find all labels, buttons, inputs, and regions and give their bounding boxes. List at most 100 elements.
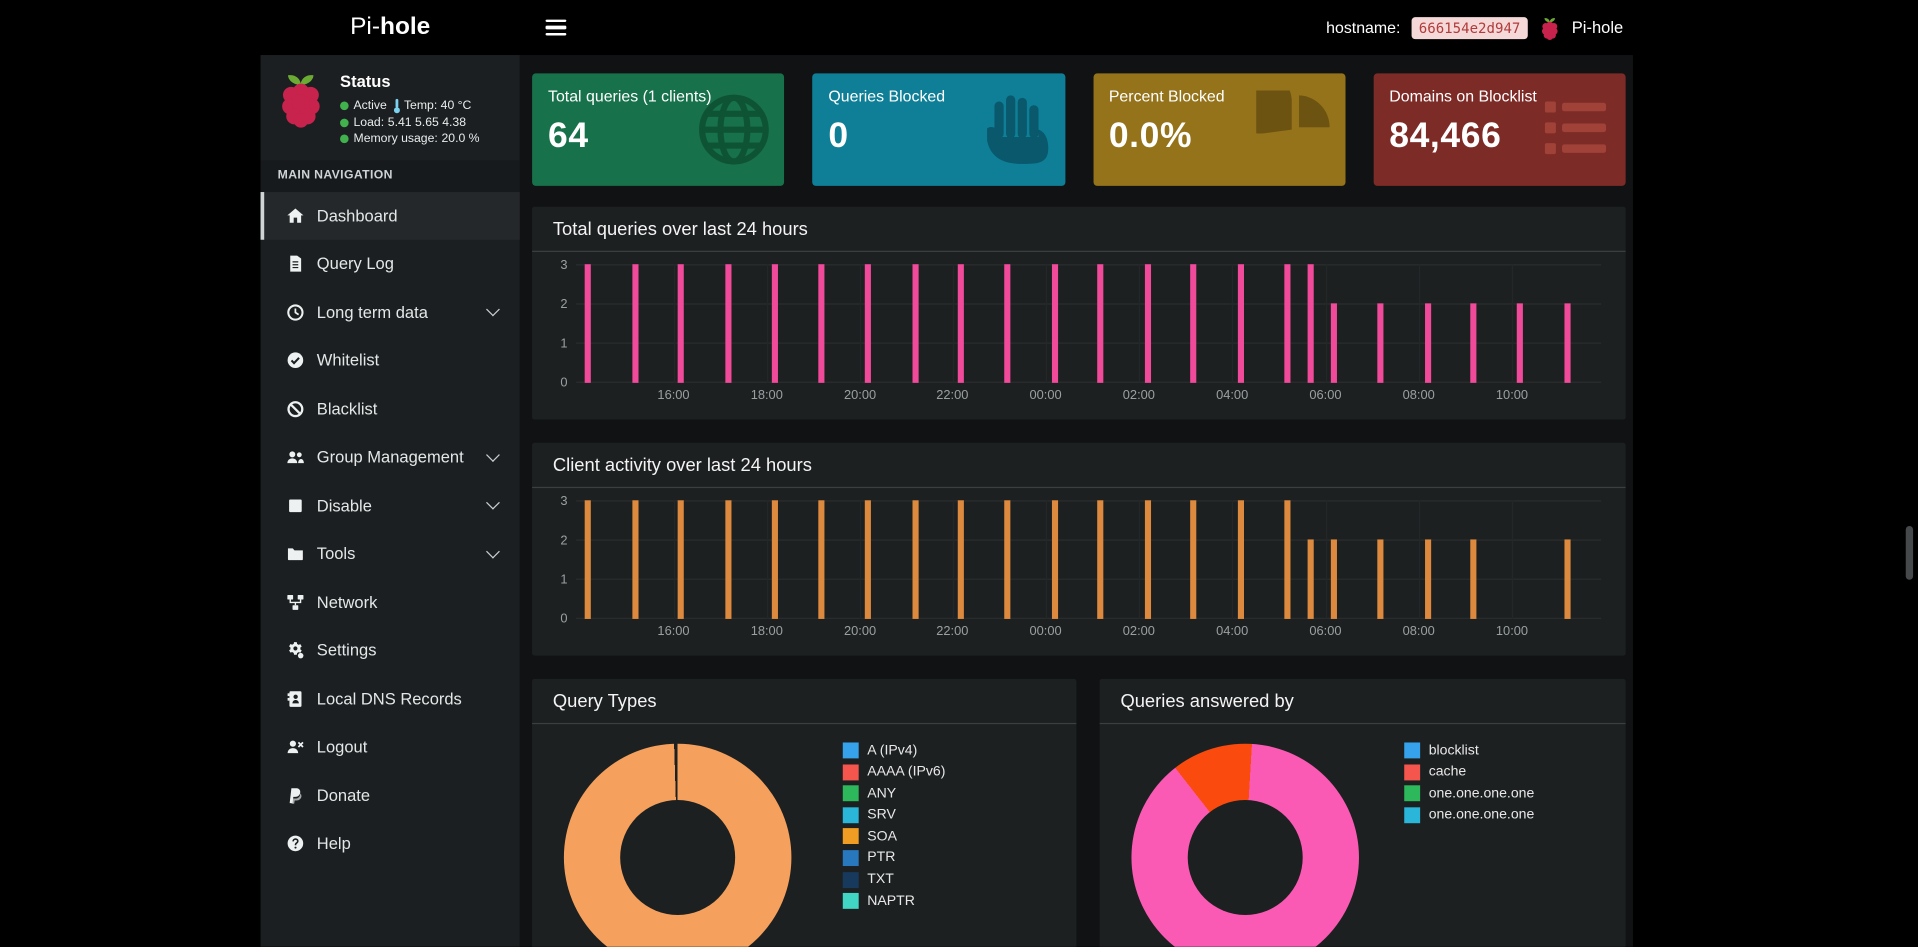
sidebar-item-group-management[interactable]: Group Management — [261, 433, 520, 481]
bar — [1004, 264, 1011, 383]
sidebar-toggle-button[interactable] — [532, 0, 578, 55]
x-axis-label: 16:00 — [657, 387, 690, 403]
legend-label: AAAA (IPv6) — [867, 764, 946, 780]
x-axis-label: 18:00 — [750, 387, 783, 403]
bar — [1377, 539, 1384, 619]
address-book-icon — [286, 690, 304, 708]
panel-title: Query Types — [532, 679, 1077, 725]
query-types-donut — [563, 743, 792, 947]
sidebar-item-label: Whitelist — [316, 351, 380, 370]
legend-item[interactable]: A (IPv4) — [842, 742, 946, 759]
sidebar: Status Active Temp: 40 °C Load: 5.41 5.65 4… — [260, 55, 520, 947]
client-activity-chart: 0 1 2 3 — [560, 494, 1602, 626]
status-label: Memory usage: — [353, 132, 438, 146]
sidebar-item-dashboard[interactable]: Dashboard — [260, 191, 520, 240]
sidebar-item-help[interactable]: Help — [261, 820, 520, 868]
bar — [584, 500, 592, 619]
bar — [1563, 539, 1570, 619]
x-axis-label: 20:00 — [843, 387, 877, 403]
navbar-right: hostname: 666154e2d947 Pi-hole — [1326, 0, 1623, 55]
sidebar-item-whitelist[interactable]: Whitelist — [261, 336, 520, 384]
status-dot-icon — [340, 101, 349, 111]
sidebar-item-query-log[interactable]: Query Log — [261, 240, 520, 288]
sidebar-item-donate[interactable]: Donate — [261, 771, 520, 819]
sidebar-item-tools[interactable]: Tools — [261, 530, 520, 578]
scrollbar-thumb[interactable] — [1905, 525, 1914, 580]
legend-item[interactable]: TXT — [842, 871, 946, 888]
legend-label: one.one.one.one — [1428, 786, 1535, 801]
legend-item[interactable]: SRV — [842, 807, 946, 823]
card-value: 64 — [547, 116, 589, 156]
legend-label: blocklist — [1428, 743, 1479, 758]
sidebar-item-disable[interactable]: Disable — [261, 481, 520, 529]
bar — [818, 500, 825, 619]
x-axis-label: 10:00 — [1495, 387, 1529, 403]
home-icon — [286, 206, 304, 224]
bar — [1190, 500, 1197, 619]
queries-answered-donut — [1131, 743, 1359, 947]
hostname-badge: 666154e2d947 — [1411, 16, 1528, 39]
legend-item[interactable]: one.one.one.one — [1404, 807, 1534, 823]
status-value: Temp: 40 °C — [403, 99, 472, 113]
card-total-queries-1-clients: Total queries (1 clients) 64 — [532, 73, 785, 186]
chevron-down-icon — [486, 496, 500, 510]
bar — [1331, 303, 1338, 383]
list-icon — [1536, 91, 1614, 169]
sidebar-item-network[interactable]: Network — [261, 578, 520, 626]
y-axis-label: 0 — [560, 374, 568, 390]
y-axis-label: 1 — [560, 571, 568, 587]
sidebar-item-settings[interactable]: Settings — [261, 626, 520, 674]
ban-icon — [286, 400, 304, 418]
card-label: Percent Blocked — [1108, 86, 1225, 106]
legend-item[interactable]: SOA — [842, 828, 946, 845]
bar — [1284, 264, 1291, 383]
x-axis-label: 22:00 — [936, 387, 969, 403]
pihole-brand-link[interactable]: Pi-hole — [1571, 18, 1624, 37]
sidebar-item-label: Group Management — [316, 447, 464, 467]
bar — [1307, 264, 1314, 383]
status-title: Status — [340, 72, 391, 91]
legend-item[interactable]: blocklist — [1404, 742, 1534, 759]
clock-icon — [286, 303, 304, 321]
legend-swatch — [842, 807, 859, 823]
card-value: 0 — [828, 116, 849, 156]
x-axis: 16:00 18:00 20:00 22:00 00:00 02:00 04:00 06:00… — [576, 388, 1601, 405]
sidebar-menu: Dashboard Query Log Long term data Whitelis… — [260, 191, 520, 868]
legend-item[interactable]: ANY — [842, 785, 946, 802]
legend-item[interactable]: PTR — [842, 850, 946, 866]
legend-label: TXT — [867, 872, 894, 887]
bar — [1144, 500, 1151, 619]
legend-label: SOA — [867, 829, 897, 844]
legend-item[interactable]: NAPTR — [842, 893, 946, 910]
legend-swatch — [1404, 785, 1421, 802]
x-axis-label: 06:00 — [1309, 387, 1342, 403]
y-axis-label: 3 — [560, 257, 568, 273]
sidebar-item-blacklist[interactable]: Blacklist — [261, 385, 520, 433]
sidebar-item-label: Local DNS Records — [316, 689, 462, 708]
sidebar-item-local-dns-records[interactable]: Local DNS Records — [261, 675, 520, 723]
bar — [1097, 264, 1104, 383]
app-logo[interactable]: Pi-hole — [261, 0, 520, 55]
bar — [958, 500, 965, 619]
bottom-panels: Query Types A (IPv4) AAAA (IPv6) ANY SRV SOA… — [532, 678, 1626, 947]
sidebar-item-logout[interactable]: Logout — [261, 723, 520, 771]
card-queries-blocked: Queries Blocked 0 — [812, 73, 1065, 186]
panel-title: Queries answered by — [1099, 679, 1626, 725]
users-icon — [286, 448, 304, 466]
stop-icon — [286, 496, 304, 514]
legend-item[interactable]: AAAA (IPv6) — [842, 764, 946, 780]
legend-swatch — [842, 850, 859, 866]
main-content: Total queries (1 clients) 64 Queries Block… — [519, 55, 1633, 947]
sidebar-item-label: Query Log — [316, 254, 394, 274]
legend-item[interactable]: one.one.one.one — [1404, 785, 1535, 802]
card-value: 0.0% — [1108, 116, 1193, 156]
bar — [678, 500, 685, 619]
bar — [771, 500, 778, 619]
sidebar-section-label: MAIN NAVIGATION — [260, 159, 520, 192]
legend-item[interactable]: cache — [1404, 764, 1534, 780]
bar — [1377, 303, 1384, 383]
panel-queries-answered-by: Queries answered by blocklist cache one.on… — [1099, 678, 1626, 947]
y-axis-label: 2 — [560, 296, 568, 312]
sidebar-item-long-term-data[interactable]: Long term data — [261, 288, 520, 336]
chart-pie-icon — [1227, 73, 1334, 169]
